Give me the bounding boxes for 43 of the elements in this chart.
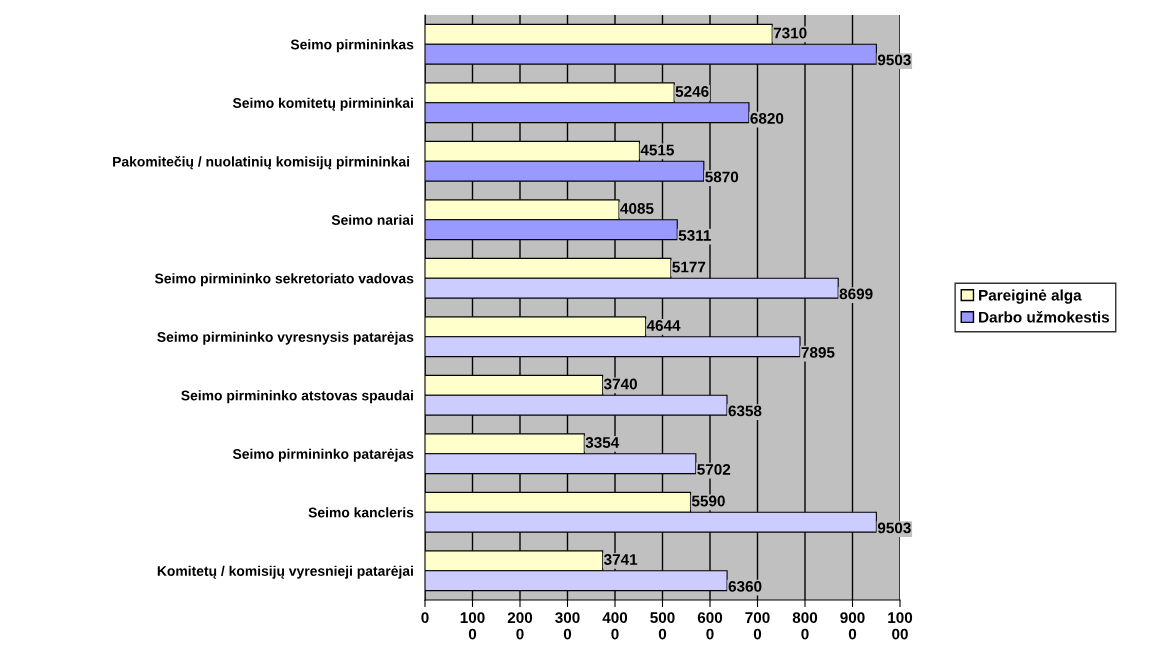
y-tick-label: Seimo pirmininkas (290, 39, 414, 53)
y-tick-label: Seimo kancleris (308, 507, 414, 518)
x-tick-label: 500 0 (650, 612, 675, 640)
data-label: 9503 (877, 522, 911, 534)
data-label: 5702 (697, 464, 731, 475)
data-label: 5246 (675, 86, 709, 97)
data-label: 7310 (773, 27, 807, 39)
x-tick-label: 700 0 (745, 612, 770, 640)
legend-label: Darbo užmokestis (979, 311, 1110, 323)
x-tick-label: 300 0 (555, 612, 580, 640)
x-tick-label: 100 0 (460, 612, 485, 640)
x-tick-label: 900 0 (840, 612, 865, 640)
y-tick-label: Seimo pirmininko atstovas spaudai (181, 390, 413, 404)
data-label: 3740 (603, 378, 637, 390)
data-label: 4085 (620, 203, 654, 214)
data-label: 3741 (604, 554, 638, 565)
y-tick-label: Seimo komitetų pirmininkai (232, 97, 413, 111)
x-tick-label: 200 0 (507, 612, 533, 640)
x-tick-label: 600 0 (697, 612, 723, 640)
y-tick-label: Seimo pirmininko sekretoriato vadovas (154, 273, 414, 287)
data-label: 3354 (585, 437, 620, 448)
x-tick-label: 800 0 (792, 612, 818, 640)
y-tick-label: Seimo nariai (331, 214, 413, 225)
data-label: 7895 (801, 347, 835, 358)
y-tick-label: Pakomitečių / nuolatinių komisijų pirmininkai (113, 156, 410, 170)
data-label: 8699 (839, 288, 873, 300)
data-label: 9503 (877, 54, 911, 66)
data-label: 4515 (640, 144, 674, 156)
legend-label: Pareiginė alga (979, 289, 1082, 304)
data-label: 5177 (672, 261, 706, 273)
y-tick-label: Seimo pirmininko vyresnysis patarėjas (157, 331, 414, 345)
data-label: 5590 (691, 495, 725, 507)
y-tick-label: Komitetų / komisijų vyresnieji patarėjai (157, 565, 413, 579)
data-label: 5870 (705, 171, 739, 183)
data-label: 6820 (750, 113, 784, 124)
x-tick-label: 400 0 (602, 612, 628, 640)
data-label: 6358 (728, 405, 762, 417)
y-tick-label: Seimo pirmininko patarėjas (232, 448, 414, 462)
x-tick-label: 100 00 (888, 612, 913, 640)
x-tick-label: 0 (421, 612, 429, 624)
data-label: 4644 (646, 320, 681, 331)
data-label: 6360 (728, 581, 762, 592)
data-label: 5311 (678, 230, 711, 241)
